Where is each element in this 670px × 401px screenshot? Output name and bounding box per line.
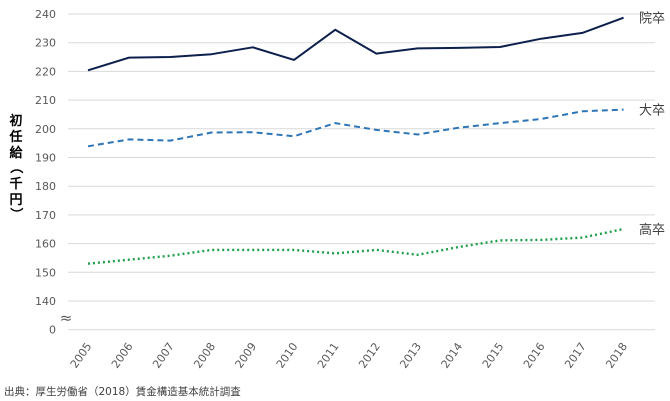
x-tick-label: 2005 <box>68 340 95 370</box>
y-tick-label: 190 <box>35 152 56 165</box>
x-tick-label: 2009 <box>233 340 260 370</box>
axis-break-mark: ≈ <box>60 309 73 327</box>
y-tick-labels: 240 230 220 210 200 190 180 170 160 150 140 0 <box>35 8 56 337</box>
y-axis-label-char: 千 <box>9 176 22 192</box>
y-tick-label: 0 <box>49 324 56 337</box>
y-tick-label: 140 <box>35 295 56 308</box>
series-label: 院卒 <box>639 12 665 27</box>
x-tick-label: 2006 <box>109 340 136 370</box>
y-tick-label: 220 <box>35 65 56 78</box>
y-axis-label-char: 初 <box>9 113 22 129</box>
x-tick-label: 2016 <box>521 340 548 370</box>
x-tick-label: 2014 <box>439 340 466 370</box>
y-axis-label-char: 円 <box>9 193 22 208</box>
y-tick-label: 170 <box>35 209 56 222</box>
x-tick-labels: 2005 2006 2007 2008 2009 2010 2011 2012 2013 2014… <box>68 340 630 370</box>
y-tick-label: 240 <box>35 8 56 21</box>
series-line <box>87 16 624 72</box>
y-axis-label-char: 任 <box>8 129 22 145</box>
x-tick-label: 2013 <box>397 340 424 370</box>
series-label: 大卒 <box>639 104 665 119</box>
y-tick-label: 210 <box>35 94 56 107</box>
y-axis-label-paren: （ <box>8 160 24 173</box>
x-tick-label: 2018 <box>603 340 630 370</box>
x-tick-label: 2012 <box>356 340 383 370</box>
x-tick-label: 2008 <box>191 340 218 370</box>
source-note: 出典：厚生労働省（2018）賃金構造基本統計調査 <box>4 386 241 398</box>
y-tick-label: 150 <box>35 266 56 279</box>
gridlines <box>68 13 655 331</box>
series-lines <box>87 16 624 265</box>
x-tick-label: 2017 <box>562 340 589 370</box>
y-tick-label: 180 <box>35 180 56 193</box>
series-line <box>87 227 624 265</box>
x-tick-label: 2007 <box>150 340 177 370</box>
y-tick-label: 200 <box>35 123 56 136</box>
series-line <box>87 108 624 148</box>
y-tick-label: 230 <box>35 37 56 50</box>
y-tick-label: 160 <box>35 238 56 251</box>
x-tick-label: 2011 <box>315 340 342 370</box>
series-label: 高卒 <box>639 222 665 238</box>
x-tick-label: 2015 <box>480 340 507 370</box>
y-axis-label: 初任給千円 <box>8 113 23 208</box>
y-axis-label-char: 給 <box>9 145 23 161</box>
x-tick-label: 2010 <box>274 340 301 370</box>
y-axis-label-paren: ） <box>8 207 24 220</box>
